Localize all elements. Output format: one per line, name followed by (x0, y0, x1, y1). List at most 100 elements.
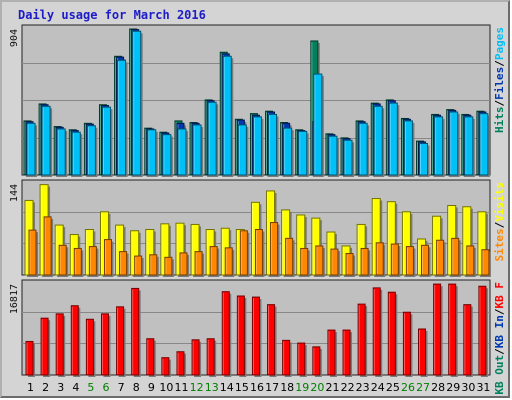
bar-kbf-day5 (85, 318, 96, 377)
bar-sites-day20 (315, 245, 325, 277)
bar-sites-day5 (88, 246, 99, 277)
bar-sites-day13 (209, 246, 220, 277)
bar-pages-day28 (434, 116, 445, 177)
bar-pages-day30 (464, 116, 475, 177)
x-tick-day-26: 26 (401, 381, 415, 394)
bar-kbf-day16 (251, 296, 262, 377)
bar-kbf-day11 (176, 351, 186, 377)
bar-sites-day19 (300, 247, 310, 277)
bar-pages-day10 (162, 134, 173, 177)
legend-top: Hits/Files/Pages (493, 27, 506, 133)
bar-kbf-day12 (191, 339, 202, 377)
bar-kbf-day27 (418, 328, 428, 377)
bar-pages-day23 (358, 122, 370, 177)
legend-part-top-2: Files (493, 67, 506, 100)
bar-kbf-day30 (463, 304, 473, 377)
bar-kbf-day4 (70, 305, 81, 377)
x-tick-day-7: 7 (118, 381, 125, 394)
bar-pages-day18 (283, 127, 294, 177)
bar-pages-day1 (26, 122, 37, 177)
bar-pages-day3 (56, 128, 68, 177)
bar-sites-day4 (73, 247, 84, 277)
bar-sites-day23 (360, 247, 371, 277)
bar-kbf-day26 (402, 311, 413, 377)
x-tick-day-16: 16 (250, 381, 264, 394)
bar-sites-day29 (451, 237, 461, 277)
x-tick-day-6: 6 (103, 381, 110, 394)
bar-kbf-day14 (221, 291, 232, 377)
bar-sites-day31 (481, 249, 491, 277)
legend-part-middle-0: Sites (493, 228, 506, 261)
legend-part-middle-1: / (493, 221, 506, 228)
bar-kbf-day6 (100, 313, 111, 377)
legend-part-bottom-3: / (493, 308, 506, 315)
x-tick-day-20: 20 (310, 381, 324, 394)
x-tick-day-17: 17 (265, 381, 279, 394)
y-max-label-middle: 144 (9, 184, 20, 202)
x-tick-day-19: 19 (295, 381, 309, 394)
legend-part-top-0: Hits (493, 107, 506, 134)
bar-sites-day3 (58, 244, 69, 277)
bar-pages-day8 (132, 30, 143, 177)
bar-sites-day6 (103, 239, 114, 277)
bar-sites-day7 (119, 251, 129, 277)
bar-kbf-day1 (25, 340, 35, 377)
x-tick-day-29: 29 (446, 381, 460, 394)
x-tick-day-30: 30 (461, 381, 475, 394)
legend-part-top-1: / (493, 100, 506, 107)
bar-pages-day6 (101, 106, 113, 177)
bar-pages-day21 (328, 135, 339, 177)
bar-pages-day27 (419, 143, 430, 177)
legend-part-top-3: / (493, 60, 506, 67)
legend-part-bottom-2: KB In (493, 315, 506, 348)
bar-kbf-day15 (236, 295, 247, 377)
bar-kbf-day18 (282, 339, 292, 377)
legend-part-top-4: Pages (493, 27, 506, 60)
bar-kbf-day28 (433, 283, 443, 377)
bar-kbf-day19 (297, 342, 307, 377)
bar-pages-day22 (343, 139, 355, 177)
y-max-label-top: 904 (9, 29, 20, 47)
bar-pages-day17 (268, 113, 279, 177)
bar-sites-day26 (405, 246, 416, 277)
legend-part-bottom-1: / (493, 348, 506, 355)
bar-pages-day14 (222, 55, 234, 177)
chart-title: Daily usage for March 2016 (18, 8, 206, 22)
bar-sites-day17 (270, 222, 280, 277)
x-tick-day-27: 27 (416, 381, 430, 394)
x-tick-day-24: 24 (371, 381, 385, 394)
y-max-label-bottom: 16817 (9, 284, 20, 314)
legend-part-bottom-0: KB Out (493, 355, 506, 395)
bar-sites-day15 (239, 230, 250, 277)
bar-sites-day10 (164, 256, 174, 277)
bar-sites-day8 (134, 255, 144, 277)
bar-kbf-day22 (342, 329, 353, 377)
x-tick-day-14: 14 (220, 381, 234, 394)
bar-pages-day31 (479, 113, 490, 177)
bar-pages-day9 (147, 129, 158, 177)
bar-sites-day24 (375, 242, 386, 277)
x-tick-day-4: 4 (72, 381, 79, 394)
bar-sites-day30 (466, 245, 476, 277)
bar-pages-day24 (373, 105, 385, 177)
bar-sites-day21 (330, 248, 340, 277)
bar-kbf-day21 (327, 329, 337, 377)
bar-kbf-day29 (448, 283, 458, 377)
bar-pages-day26 (403, 120, 415, 177)
x-tick-day-2: 2 (42, 381, 49, 394)
x-tick-day-5: 5 (87, 381, 94, 394)
bar-sites-day1 (28, 229, 38, 277)
x-tick-day-3: 3 (57, 381, 64, 394)
bar-sites-day14 (224, 247, 235, 277)
bar-pages-day19 (298, 130, 309, 177)
legend-part-bottom-4: KB F (493, 282, 506, 309)
bar-kbf-day24 (372, 287, 383, 377)
bar-pages-day13 (207, 101, 219, 177)
bar-pages-day12 (192, 124, 204, 177)
bar-kbf-day13 (206, 338, 217, 377)
bar-kbf-day17 (267, 304, 277, 377)
x-tick-day-25: 25 (386, 381, 400, 394)
bar-pages-day2 (41, 105, 53, 177)
bar-kbf-day7 (116, 306, 126, 377)
